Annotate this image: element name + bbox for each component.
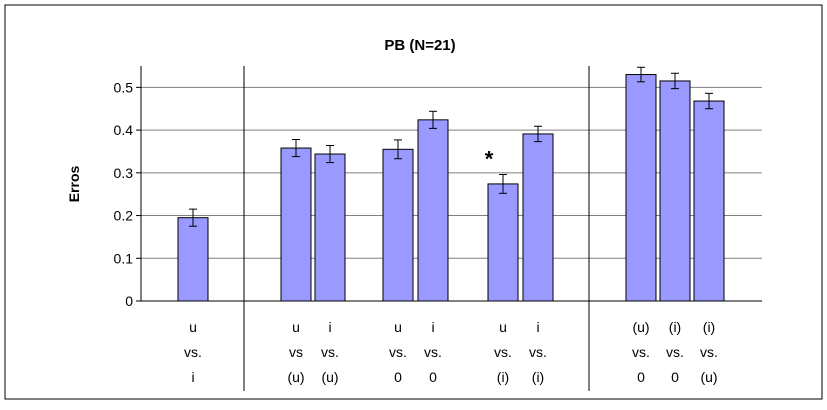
category-label: vs. [321, 344, 339, 360]
category-label: u [499, 319, 507, 335]
y-tick-label: 0.1 [114, 250, 134, 266]
category-label: (i) [669, 319, 681, 335]
category-label: 0 [637, 369, 645, 385]
bar [693, 100, 725, 302]
category-label: u [189, 319, 197, 335]
category-labels: u vs. i u vs (u) i vs. (u) u vs. 0 i vs. 0 u vs. (i) i vs. (… [184, 319, 718, 385]
category-label: vs [289, 344, 303, 360]
bar [280, 147, 312, 302]
y-tick-label: 0.2 [114, 208, 134, 224]
y-tick-label: 0 [125, 293, 133, 309]
category-label: vs. [389, 344, 407, 360]
category-label: vs. [632, 344, 650, 360]
category-label: u [394, 319, 402, 335]
category-label: vs. [424, 344, 442, 360]
category-label: 0 [671, 369, 679, 385]
category-label: u [292, 319, 300, 335]
bar [417, 119, 449, 302]
category-label: 0 [429, 369, 437, 385]
category-label: (i) [532, 369, 544, 385]
category-label: 0 [394, 369, 402, 385]
category-label: vs. [529, 344, 547, 360]
category-label: i [328, 319, 331, 335]
category-label: vs. [184, 344, 202, 360]
category-label: (u) [700, 369, 717, 385]
bar [522, 133, 554, 302]
category-label: vs. [494, 344, 512, 360]
y-tick-label: 0.5 [114, 79, 134, 95]
bar [625, 74, 657, 302]
bar [314, 153, 346, 302]
category-label: i [536, 319, 539, 335]
axes: 0 0.1 0.2 0.3 0.4 0.5 [114, 66, 762, 391]
y-tick-label: 0.3 [114, 165, 134, 181]
category-label: vs. [666, 344, 684, 360]
chart-title: PB (N=21) [384, 37, 455, 54]
category-label: vs. [700, 344, 718, 360]
significance-marker: * [485, 147, 494, 172]
category-label: i [191, 369, 194, 385]
y-tick-label: 0.4 [114, 122, 134, 138]
bar [659, 80, 691, 302]
bar [487, 183, 519, 302]
category-label: (i) [497, 369, 509, 385]
bars: * [177, 66, 725, 302]
bar [382, 148, 414, 302]
category-label: (u) [287, 369, 304, 385]
bar [177, 217, 209, 302]
y-axis-label: Erros [66, 166, 82, 203]
category-label: (i) [703, 319, 715, 335]
category-label: (u) [632, 319, 649, 335]
category-label: i [431, 319, 434, 335]
category-label: (u) [321, 369, 338, 385]
